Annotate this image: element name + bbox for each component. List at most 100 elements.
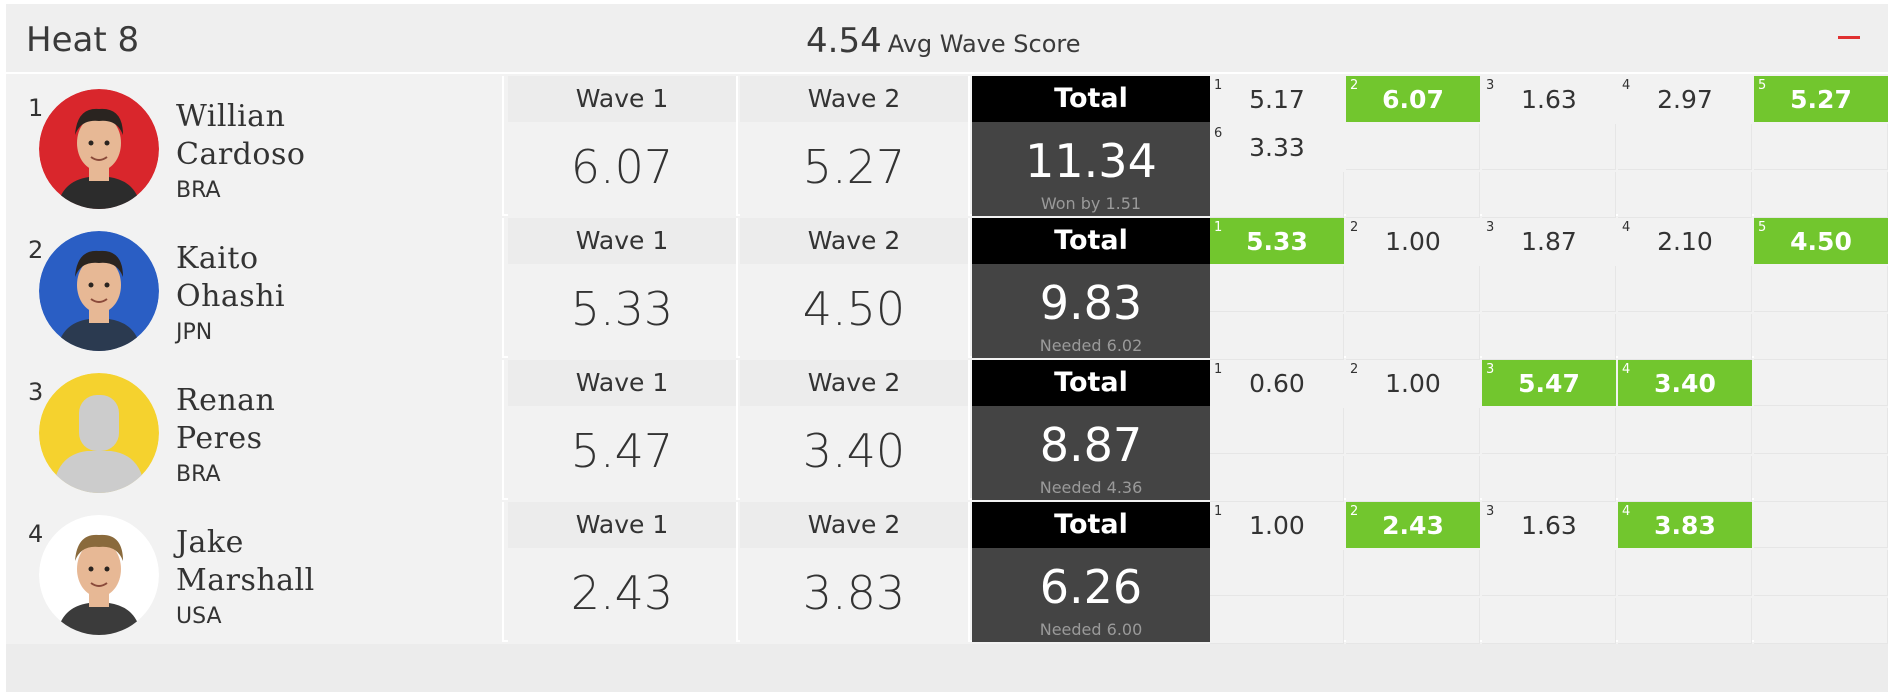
wave-score: 1.00	[1385, 227, 1441, 256]
wave-2-score: 4.50	[740, 264, 968, 358]
wave-number: 2	[1350, 220, 1359, 235]
wave-score-cell[interactable]: 3 1.63	[1482, 502, 1616, 548]
wave-score-cell[interactable]: 1 5.17	[1210, 76, 1344, 122]
wave-number: 1	[1214, 220, 1223, 235]
wave-score: 1.63	[1521, 85, 1577, 114]
total-column: Total 6.26 Needed 6.00	[972, 502, 1210, 642]
athlete-country: JPN	[176, 320, 213, 345]
wave-score-cell[interactable]: 2 6.07	[1346, 76, 1480, 122]
athlete-row[interactable]: 3 Renan Peres BRA Wave 1 5.47 Wave 2 3.40 Total 8…	[6, 360, 1888, 502]
total-label: Total	[972, 502, 1210, 548]
wave-2-score: 5.27	[740, 122, 968, 216]
athlete-country: BRA	[176, 178, 221, 203]
empty-wave-cell	[1618, 456, 1752, 502]
wave-score-cell[interactable]: 2 2.43	[1346, 502, 1480, 548]
empty-wave-cell	[1210, 172, 1344, 218]
avg-wave-score-label: Avg Wave Score	[887, 30, 1081, 58]
athlete-avatar	[39, 231, 159, 351]
wave-score: 1.00	[1249, 511, 1305, 540]
wave-score-cell[interactable]: 5 4.50	[1754, 218, 1888, 264]
athlete-country: USA	[176, 604, 222, 629]
wave-score: 6.07	[1382, 85, 1444, 114]
wave-score-cell[interactable]: 2 1.00	[1346, 360, 1480, 406]
athlete-name[interactable]: Jake Marshall	[176, 524, 315, 600]
placeholder-person-icon	[39, 373, 159, 493]
empty-wave-cell	[1210, 550, 1344, 596]
wave-score: 5.17	[1249, 85, 1305, 114]
wave-2-score: 3.40	[740, 406, 968, 500]
wave-1-label: Wave 1	[508, 76, 736, 122]
athlete-row[interactable]: 1 Willian Cardoso BRA Wave 1 6.07 Wave 2 5.27 To…	[6, 76, 1888, 218]
empty-wave-cell	[1346, 314, 1480, 360]
avg-wave-score-value: 4.54	[806, 21, 882, 61]
wave-score-cell[interactable]: 3 1.87	[1482, 218, 1616, 264]
athlete-country: BRA	[176, 462, 221, 487]
empty-wave-cell	[1754, 408, 1888, 454]
empty-wave-cell	[1482, 550, 1616, 596]
total-label: Total	[972, 76, 1210, 122]
wave-score-grid: 1 0.60 2 1.00 3 5.47 4 3.40	[1210, 360, 1888, 502]
empty-wave-cell	[1210, 598, 1344, 644]
empty-wave-cell	[1482, 408, 1616, 454]
collapse-minus-icon[interactable]	[1838, 24, 1862, 50]
empty-wave-cell	[1754, 502, 1888, 548]
athlete-first-name: Willian	[176, 99, 286, 134]
wave-score-cell[interactable]: 4 3.83	[1618, 502, 1752, 548]
athlete-row[interactable]: 2 Kaito Ohashi JPN Wave 1 5.33 Wave 2 4.50 Total…	[6, 218, 1888, 360]
wave-number: 4	[1622, 362, 1631, 377]
heat-card: Heat 8 4.54 Avg Wave Score 1 Willian Cardos…	[6, 4, 1888, 692]
empty-wave-cell	[1482, 314, 1616, 360]
wave-1-label: Wave 1	[508, 502, 736, 548]
wave-score: 4.50	[1790, 227, 1852, 256]
athlete-name[interactable]: Willian Cardoso	[176, 98, 305, 174]
athlete-photo-icon	[39, 89, 159, 209]
empty-wave-cell	[1618, 314, 1752, 360]
wave-number: 4	[1622, 504, 1631, 519]
wave-score-cell[interactable]: 1 5.33	[1210, 218, 1344, 264]
athlete-name[interactable]: Kaito Ohashi	[176, 240, 285, 316]
wave-score-cell[interactable]: 4 2.10	[1618, 218, 1752, 264]
athlete-name[interactable]: Renan Peres	[176, 382, 275, 458]
wave-score-grid: 1 5.17 2 6.07 3 1.63 4 2.97 5 5.27 6 3.33	[1210, 76, 1888, 218]
empty-wave-cell	[1754, 124, 1888, 170]
wave-score-cell[interactable]: 5 5.27	[1754, 76, 1888, 122]
wave-number: 3	[1486, 220, 1495, 235]
wave-score-cell[interactable]: 6 3.33	[1210, 124, 1344, 170]
wave-score-cell[interactable]: 3 5.47	[1482, 360, 1616, 406]
athlete-photo-icon	[39, 231, 159, 351]
wave-1-score: 6.07	[508, 122, 736, 216]
wave-2-score: 3.83	[740, 548, 968, 642]
wave-score: 5.47	[1518, 369, 1580, 398]
wave-score-grid: 1 1.00 2 2.43 3 1.63 4 3.83	[1210, 502, 1888, 644]
wave-number: 6	[1214, 126, 1223, 141]
wave-score: 1.63	[1521, 511, 1577, 540]
empty-wave-cell	[1618, 124, 1752, 170]
athlete-last-name: Marshall	[176, 563, 315, 598]
empty-wave-cell	[1346, 598, 1480, 644]
wave-number: 1	[1214, 504, 1223, 519]
wave-score-cell[interactable]: 3 1.63	[1482, 76, 1616, 122]
wave-score-cell[interactable]: 4 2.97	[1618, 76, 1752, 122]
wave-score-cell[interactable]: 1 1.00	[1210, 502, 1344, 548]
wave-score: 5.27	[1790, 85, 1852, 114]
wave-score: 3.40	[1654, 369, 1716, 398]
wave-number: 1	[1214, 78, 1223, 93]
wave-score-cell[interactable]: 4 3.40	[1618, 360, 1752, 406]
athlete-last-name: Cardoso	[176, 137, 306, 172]
wave-1-column: Wave 1 5.47	[508, 360, 738, 500]
athlete-avatar	[39, 89, 159, 209]
wave-1-column: Wave 1 2.43	[508, 502, 738, 642]
athlete-row[interactable]: 4 Jake Marshall USA Wave 1 2.43 Wave 2 3.83 Tota…	[6, 502, 1888, 644]
wave-score-cell[interactable]: 2 1.00	[1346, 218, 1480, 264]
wave-1-score: 2.43	[508, 548, 736, 642]
empty-wave-cell	[1618, 408, 1752, 454]
athlete-rank: 2	[28, 236, 44, 264]
wave-1-score: 5.33	[508, 264, 736, 358]
wave-score-cell[interactable]: 1 0.60	[1210, 360, 1344, 406]
heat-header: Heat 8 4.54 Avg Wave Score	[6, 4, 1888, 74]
wave-score: 5.33	[1246, 227, 1308, 256]
empty-wave-cell	[1482, 172, 1616, 218]
wave-1-column: Wave 1 5.33	[508, 218, 738, 358]
heat-footer	[6, 644, 1888, 692]
empty-wave-cell	[1482, 598, 1616, 644]
